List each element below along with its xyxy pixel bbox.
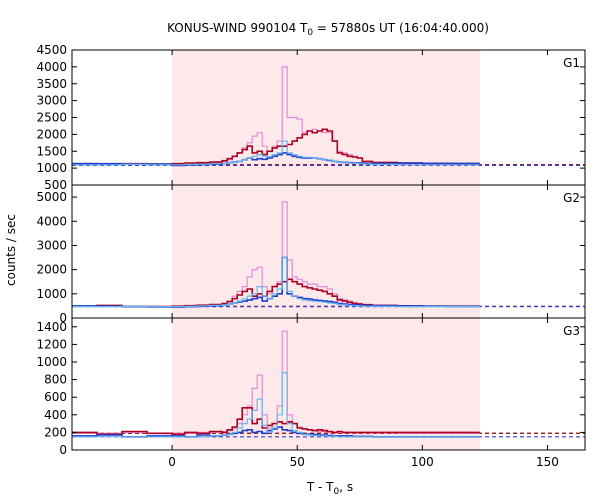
y-tick-label: 0 [59, 443, 67, 457]
y-tick-label: 4500 [36, 43, 67, 57]
y-tick-label: 600 [44, 390, 67, 404]
x-axis-label-main: T - T [306, 480, 334, 494]
y-tick-label: 200 [44, 425, 67, 439]
y-tick-label: 500 [44, 178, 67, 192]
y-tick-label: 800 [44, 373, 67, 387]
chart-title-rest: = 57880s UT (16:04:40.000) [313, 21, 489, 35]
y-tick-label: 3500 [36, 77, 67, 91]
chart-title-subscript: 0 [307, 28, 313, 38]
highlight-interval [172, 50, 480, 185]
y-tick-label: 4000 [36, 214, 67, 228]
highlight-interval [172, 185, 480, 318]
panel-label: G2 [563, 191, 580, 205]
y-tick-label: 3000 [36, 94, 67, 108]
y-tick-label: 5000 [36, 190, 67, 204]
x-tick-label: 50 [290, 455, 305, 469]
x-tick-label: 150 [536, 455, 559, 469]
panel-label: G3 [563, 324, 580, 338]
y-tick-label: 2000 [36, 127, 67, 141]
y-axis-label: counts / sec [4, 214, 18, 286]
x-tick-label: 0 [168, 455, 176, 469]
x-axis-label: T - T0, s [306, 480, 353, 497]
series-line [72, 140, 480, 166]
x-axis-label-rest: , s [339, 480, 353, 494]
panels-group: 50010001500200025003000350040004500G1010… [36, 43, 586, 469]
x-tick-label: 100 [411, 455, 434, 469]
series-line [72, 256, 480, 308]
y-tick-label: 1400 [36, 320, 67, 334]
y-tick-label: 1000 [36, 161, 67, 175]
panel-g1: 500 1000 1500 2000 2500 3000 3500 4000 4500 G1 [36, 43, 586, 192]
panel-g3: 0 200 400 600 800 1000 1200 1400 0 50 100 150 G3 [36, 317, 586, 469]
panel-g2: 0 1000 2000 3000 4000 5000 G2 [36, 184, 586, 325]
y-tick-label: 1000 [36, 355, 67, 369]
series-line [72, 372, 480, 438]
y-tick-label: 1500 [36, 144, 67, 158]
y-tick-label: 2500 [36, 111, 67, 125]
highlight-interval [172, 318, 480, 450]
x-axis-label-subscript: 0 [334, 487, 340, 497]
y-tick-label: 3000 [36, 238, 67, 252]
y-tick-label: 1200 [36, 337, 67, 351]
panel-label: G1 [563, 56, 580, 70]
panel-frame [71, 317, 586, 451]
y-tick-label: 2000 [36, 263, 67, 277]
chart-title-main: KONUS-WIND 990104 T [167, 21, 308, 35]
y-tick-label: 0 [59, 311, 67, 325]
y-tick-label: 4000 [36, 60, 67, 74]
chart-title: KONUS-WIND 990104 T0 = 57880s UT (16:04:… [167, 21, 489, 38]
y-tick-label: 1000 [36, 287, 67, 301]
y-tick-label: 400 [44, 408, 67, 422]
